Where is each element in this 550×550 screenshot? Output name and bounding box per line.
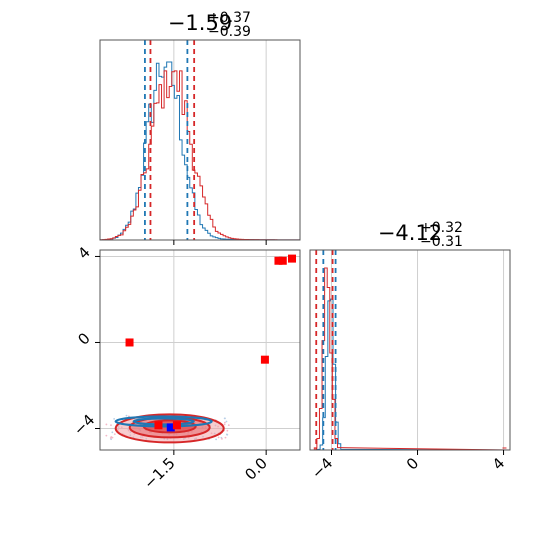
scatter-point xyxy=(105,423,108,426)
outlier-red xyxy=(274,256,283,265)
scatter-point xyxy=(225,433,228,436)
histogram-param2-blue xyxy=(317,298,511,451)
frame-joint xyxy=(99,249,301,451)
contour-blue-outer xyxy=(114,415,213,428)
scatter-point xyxy=(225,420,228,423)
scatter-point xyxy=(113,417,116,420)
outlier-red xyxy=(278,256,287,265)
p2-x-tick-label: −4 xyxy=(308,454,336,482)
title-param1-plus: +0.37 xyxy=(208,10,251,26)
scatter-point xyxy=(110,424,112,427)
scatter-point xyxy=(224,421,226,424)
scatter-point xyxy=(226,429,229,432)
joint-x-tick-label: 0.0 xyxy=(241,454,271,484)
scatter-point xyxy=(105,434,108,437)
joint-y-tick-label: 0 xyxy=(74,329,93,348)
scatter-point xyxy=(221,437,223,440)
title-param2: −4.12 xyxy=(378,221,442,245)
joint-x-tick-label: −1.5 xyxy=(140,454,178,492)
title-param1-median: −1.59 xyxy=(168,11,232,35)
scatter-point xyxy=(217,436,220,439)
panel-joint: −1.5 0.0 −4 0 4 xyxy=(70,243,301,493)
outlier-red xyxy=(288,254,296,263)
title-param1-minus: −0.39 xyxy=(208,24,251,40)
scatter-point xyxy=(109,437,112,439)
outlier-blue xyxy=(166,423,175,432)
title-param2-plus: +0.32 xyxy=(420,220,463,236)
scatter-point xyxy=(227,424,230,427)
joint-y-tick-label: 4 xyxy=(74,243,93,262)
panel-marginal-param2: −4 0 4 −4.12 +0.32 −0.31 xyxy=(308,220,511,482)
outlier-red xyxy=(125,338,134,347)
scatter-point xyxy=(125,414,128,417)
title-param2-median: −4.12 xyxy=(378,221,442,245)
scatter-point xyxy=(215,438,218,441)
panel-marginal-param1: −1.59 +0.37 −0.39 xyxy=(99,10,301,245)
joint-y-tick-label: −4 xyxy=(70,411,98,439)
outlier-red xyxy=(260,355,269,364)
contour-blue-inner xyxy=(132,417,195,426)
outlier-red xyxy=(154,421,163,430)
title-param2-minus: −0.31 xyxy=(420,234,463,250)
outlier-red xyxy=(172,421,181,430)
frame-marginal-param1 xyxy=(99,39,301,241)
scatter-point xyxy=(111,431,114,434)
scatter-point xyxy=(113,433,116,436)
scatter-point xyxy=(223,423,226,426)
scatter-point xyxy=(223,417,226,420)
p2-x-tick-label: 4 xyxy=(489,454,508,473)
title-param1: −1.59 xyxy=(168,11,232,35)
scatter-point xyxy=(224,436,227,439)
p2-x-tick-label: 0 xyxy=(403,454,422,473)
histogram-param2-red xyxy=(313,267,511,451)
frame-marginal-param2 xyxy=(309,249,511,451)
